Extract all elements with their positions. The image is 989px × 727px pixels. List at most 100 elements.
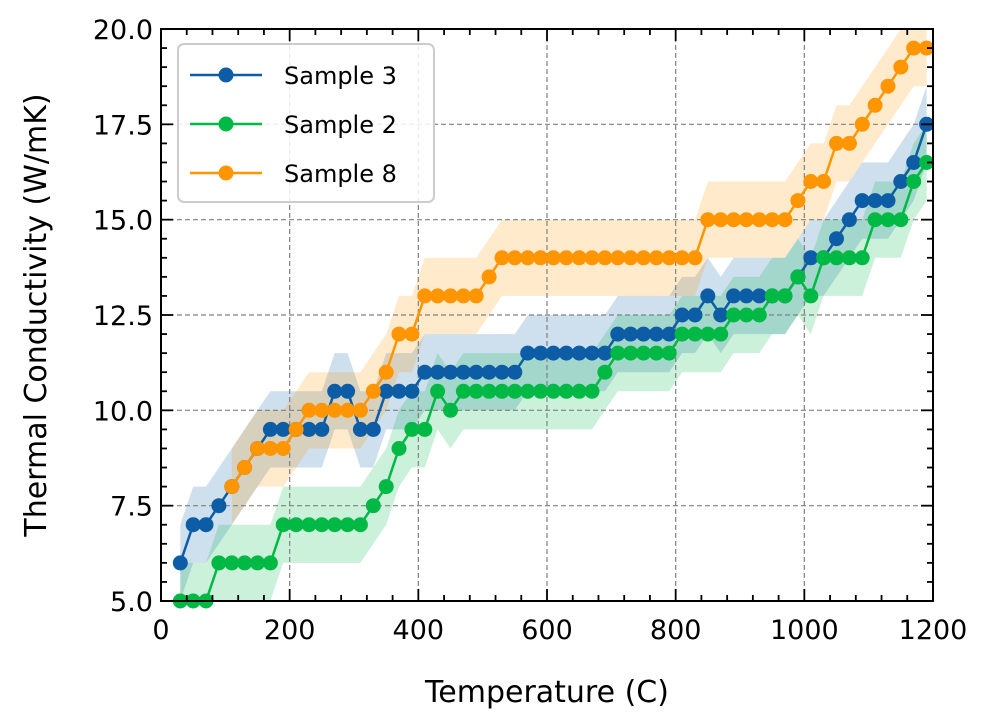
point-series-3 [430, 288, 446, 304]
point-series-1 [571, 345, 587, 361]
point-series-3 [378, 364, 394, 380]
point-series-1 [340, 383, 356, 399]
point-series-3 [584, 250, 600, 266]
point-series-1 [494, 364, 510, 380]
legend-label: Sample 8 [284, 160, 397, 188]
point-series-3 [314, 402, 330, 418]
point-series-1 [198, 517, 214, 533]
point-series-3 [906, 40, 922, 56]
point-series-3 [777, 212, 793, 228]
x-tick-label: 1000 [770, 615, 839, 646]
axis-ticks [160, 28, 934, 602]
point-series-2 [430, 383, 446, 399]
point-series-3 [507, 250, 523, 266]
point-series-3 [494, 250, 510, 266]
point-series-1 [751, 288, 767, 304]
point-series-1 [404, 383, 420, 399]
point-series-3 [250, 441, 265, 456]
point-series-2 [520, 383, 536, 399]
point-series-1 [430, 364, 446, 380]
point-series-3 [803, 174, 819, 189]
point-series-1 [880, 193, 896, 209]
point-series-2 [262, 555, 278, 571]
point-series-2 [288, 517, 304, 533]
point-series-2 [919, 155, 935, 170]
point-series-2 [841, 250, 857, 266]
point-series-2 [340, 517, 356, 533]
point-series-2 [764, 288, 780, 304]
point-series-2 [726, 307, 742, 323]
point-series-2 [636, 345, 651, 361]
point-series-1 [584, 345, 600, 361]
point-series-1 [468, 364, 484, 380]
point-series-2 [893, 212, 909, 228]
point-series-3 [237, 460, 253, 475]
point-series-2 [597, 364, 613, 380]
x-tick-labels: 0 200 400 600 800 1000 1200 [152, 615, 967, 646]
point-series-2 [391, 441, 407, 456]
point-series-3 [288, 421, 304, 437]
y-tick-label: 12.5 [93, 301, 153, 332]
point-series-3 [301, 402, 317, 418]
point-series-1 [262, 421, 278, 437]
point-series-3 [893, 59, 909, 75]
point-series-3 [610, 250, 626, 266]
point-series-3 [340, 402, 356, 418]
point-series-3 [455, 288, 471, 304]
point-series-2 [378, 479, 394, 495]
grid-lines [161, 29, 933, 601]
point-series-2 [738, 307, 754, 323]
y-tick-label: 5.0 [110, 587, 153, 618]
point-series-2 [494, 383, 510, 399]
point-series-1 [352, 421, 368, 437]
point-series-2 [610, 345, 626, 361]
point-series-2 [700, 326, 716, 342]
point-series-3 [687, 250, 703, 266]
point-series-1 [378, 383, 394, 399]
point-series-2 [545, 383, 561, 399]
point-series-3 [417, 288, 433, 304]
point-series-3 [713, 212, 729, 228]
point-series-1 [700, 288, 716, 304]
y-tick-label: 10.0 [93, 396, 153, 427]
point-series-1 [906, 155, 922, 170]
legend: Sample 3 Sample 2 Sample 8 [177, 43, 435, 203]
point-series-3 [275, 441, 291, 456]
y-tick-label: 17.5 [93, 110, 153, 141]
point-series-3 [661, 250, 677, 266]
point-series-3 [365, 383, 381, 399]
point-series-1 [893, 174, 909, 189]
point-series-2 [327, 517, 343, 533]
point-series-2 [790, 269, 806, 285]
point-series-2 [829, 250, 844, 266]
point-series-3 [558, 250, 574, 266]
point-series-3 [391, 326, 407, 342]
point-series-1 [481, 364, 497, 380]
legend-label: Sample 3 [284, 62, 397, 90]
x-tick-label: 800 [650, 615, 702, 646]
series-points [172, 40, 935, 609]
point-series-3 [468, 288, 484, 304]
point-series-1 [520, 345, 536, 361]
point-series-2 [803, 288, 819, 304]
point-series-2 [816, 250, 832, 266]
point-series-2 [777, 288, 793, 304]
x-tick-label: 400 [393, 615, 445, 646]
point-series-2 [558, 383, 574, 399]
point-series-1 [327, 383, 343, 399]
point-series-1 [301, 421, 317, 437]
point-series-2 [906, 174, 922, 189]
point-series-3 [726, 212, 742, 228]
band-series-2 [180, 124, 927, 601]
point-series-1 [661, 326, 677, 342]
point-series-3 [623, 250, 639, 266]
point-series-1 [185, 517, 201, 533]
point-series-2 [301, 517, 317, 533]
point-series-1 [211, 498, 227, 514]
legend-marker [218, 67, 234, 83]
point-series-3 [597, 250, 613, 266]
point-series-3 [790, 193, 806, 209]
point-series-2 [481, 383, 497, 399]
point-series-2 [661, 345, 677, 361]
